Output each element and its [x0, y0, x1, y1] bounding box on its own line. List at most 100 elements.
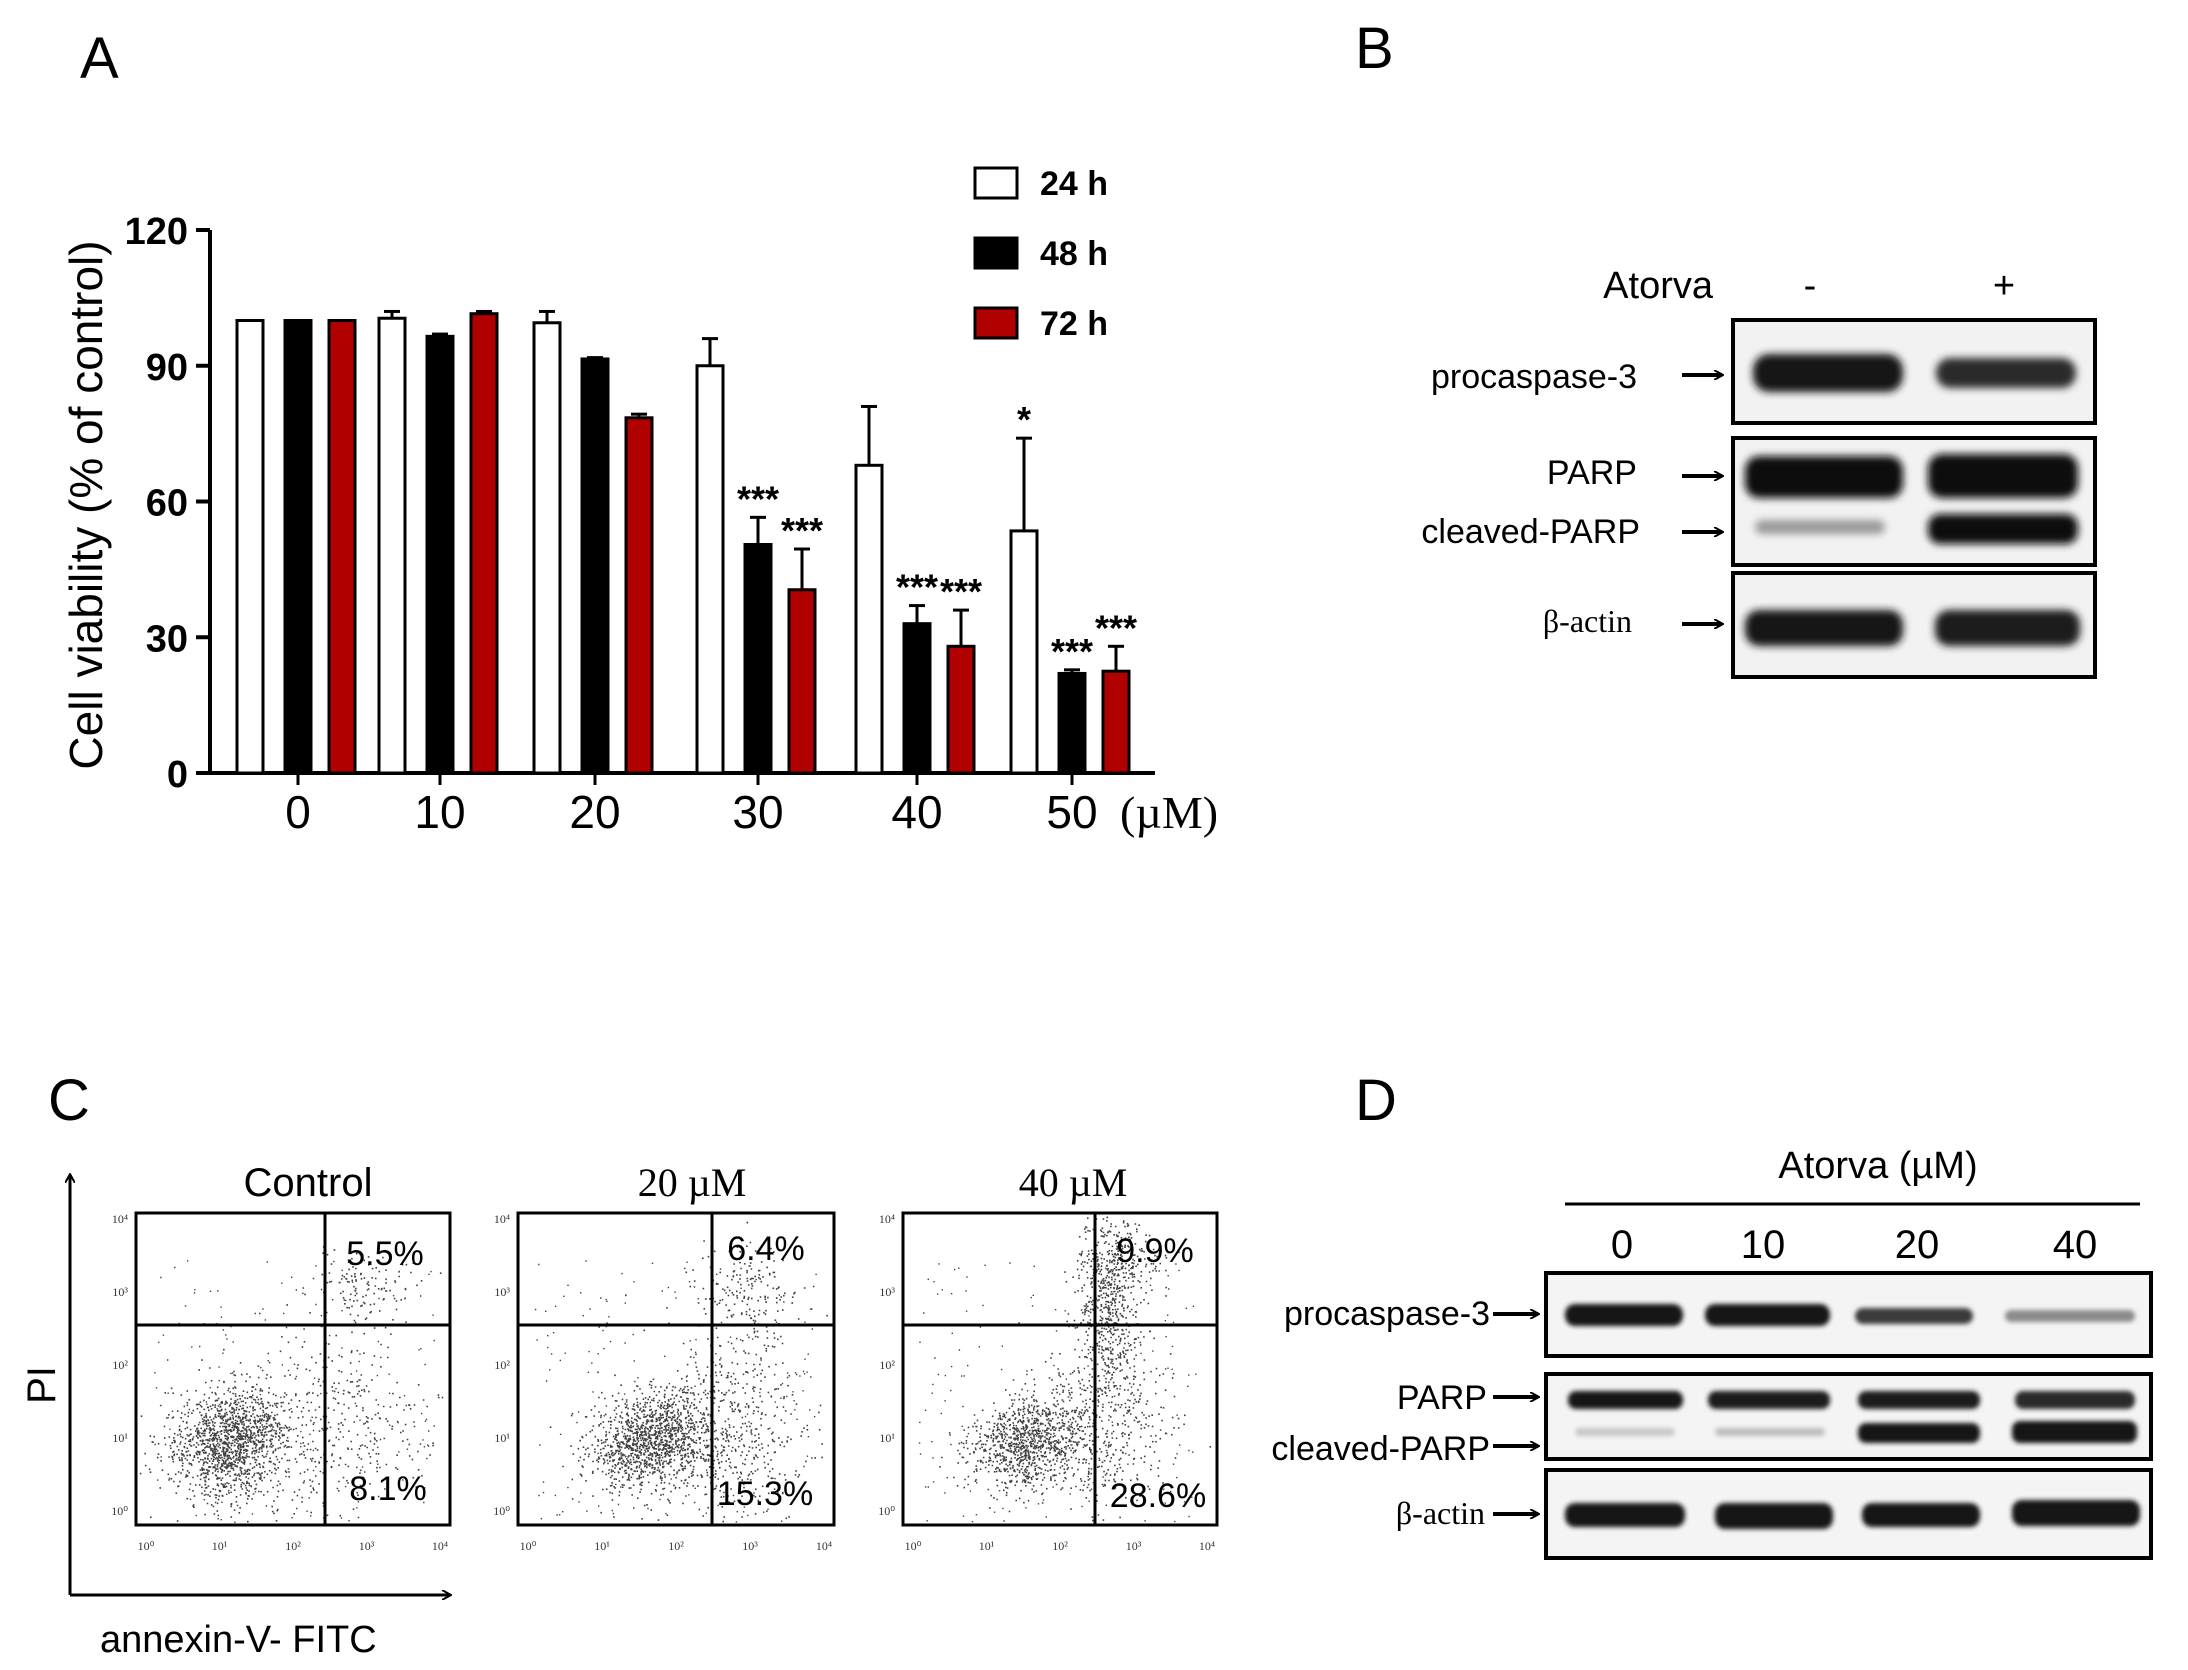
significance-marker: *** — [1095, 607, 1137, 648]
row-label-cleaved-parp: cleaved-PARP — [1271, 1430, 1490, 1468]
bar-72h — [327, 319, 357, 775]
lane-minus-label: - — [1804, 265, 1817, 307]
bar-48h — [283, 319, 313, 775]
bar-48h — [1057, 671, 1087, 775]
bar-48h — [580, 357, 610, 775]
x-tick-label: 10¹ — [212, 1539, 228, 1553]
band — [1715, 1428, 1825, 1436]
row-label-cleaved-parp: cleaved-PARP — [1421, 513, 1640, 551]
lower-right-percent: 8.1% — [349, 1470, 427, 1508]
bar-24h — [532, 321, 562, 775]
lane-20-label: 20 — [1895, 1223, 1940, 1267]
band — [1745, 610, 1903, 646]
x-tick-label: 10² — [285, 1539, 301, 1553]
lane-10-label: 10 — [1741, 1223, 1786, 1267]
plot-frame — [516, 1211, 836, 1527]
tick-labels: 10⁰ 10⁰ 10¹ 10¹ 10² 10² 10³ 10³ 10⁴ 10⁴ — [493, 1212, 832, 1553]
upper-right-percent: 5.5% — [346, 1235, 424, 1273]
x-tick-label: 10³ — [359, 1539, 375, 1553]
x-tick-label: 10⁴ — [432, 1539, 448, 1553]
x-tick-label: 10² — [668, 1539, 684, 1553]
band — [1705, 1304, 1830, 1326]
lane-plus-label: + — [1993, 265, 2015, 307]
y-tick-label: 10⁴ — [112, 1212, 128, 1226]
band — [1858, 1391, 1980, 1409]
y-tick-label: 10⁰ — [878, 1504, 895, 1518]
bar-72h — [624, 416, 654, 775]
y-tick-label: 10⁰ — [493, 1504, 510, 1518]
y-tick-label: 10¹ — [879, 1431, 895, 1445]
y-tick-label: 90 — [146, 347, 188, 389]
plot-title: Control — [244, 1161, 373, 1205]
lane-0-label: 0 — [1611, 1223, 1633, 1267]
significance-marker: *** — [940, 571, 982, 612]
significance-marker: *** — [1051, 631, 1093, 672]
y-axis-label: Cell viability (% of control) — [60, 240, 112, 769]
x-tick-label: 50 — [1046, 786, 1097, 838]
band — [1715, 1503, 1833, 1529]
lane-40-label: 40 — [2053, 1223, 2098, 1267]
lower-right-percent: 15.3% — [717, 1475, 813, 1513]
bars: ********* ********** — [235, 309, 1137, 775]
flow-plot-control: Control 5.5% 8.1% 10⁰10⁰10¹10¹10²10²10³1… — [111, 1161, 452, 1553]
x-tick-label: 10⁴ — [816, 1539, 832, 1553]
significance-marker: *** — [896, 567, 938, 608]
band — [1936, 358, 2076, 388]
panel-label-b: B — [1355, 16, 1394, 81]
legend-label: 72 h — [1040, 305, 1108, 343]
row-label-procaspase3: procaspase-3 — [1284, 1295, 1490, 1333]
viability-bar-chart: Cell viability (% of control) 0 30 60 90 120… — [60, 165, 1218, 838]
band — [1745, 456, 1903, 498]
x-tick-label: 40 — [891, 786, 942, 838]
x-tick-label: 10⁰ — [520, 1539, 537, 1553]
y-tick-label: 10² — [879, 1358, 895, 1372]
legend-swatch — [973, 306, 1019, 340]
axes: 0 30 60 90 120 0 10 20 30 40 50 — [125, 211, 1155, 838]
y-tick-label: 10³ — [879, 1285, 895, 1299]
flow-plot-40um: 40 µM 9.9% 28.6% 10⁰10⁰10¹10¹10²10²10³10… — [878, 1160, 1219, 1553]
x-tick-label: 10¹ — [979, 1539, 995, 1553]
bar-24h — [235, 319, 265, 775]
lower-right-percent: 28.6% — [1110, 1477, 1206, 1515]
y-tick-label: 10³ — [494, 1285, 510, 1299]
atorva-dose-header: Atorva (µM) — [1778, 1145, 1977, 1187]
x-tick-label: 10⁴ — [1199, 1539, 1215, 1553]
bar-24h — [377, 316, 407, 775]
band — [2005, 1310, 2135, 1322]
tick-labels: 10⁰ 10⁰ 10¹ 10¹ 10² 10² 10³ 10³ 10⁴ 10⁴ — [111, 1212, 448, 1553]
scatter-points — [534, 1221, 828, 1523]
bar-24h — [854, 463, 884, 775]
x-tick-label: 10⁰ — [138, 1539, 155, 1553]
flow-plot-20um: 20 µM 6.4% 15.3% 10⁰10⁰10¹10¹10²10²10³10… — [493, 1160, 836, 1553]
bar-72h — [946, 644, 976, 775]
y-tick-label: 120 — [125, 211, 188, 253]
y-tick-label: 10¹ — [112, 1431, 128, 1445]
band — [1565, 1304, 1683, 1326]
x-axis-unit: (µM) — [1120, 787, 1218, 838]
annexin-axis-label: annexin-V- FITC — [100, 1619, 377, 1661]
band — [1753, 354, 1903, 392]
pi-axis-label: PI — [20, 1366, 64, 1404]
panel-label-d: D — [1355, 1068, 1397, 1133]
scatter-dots — [139, 1246, 444, 1523]
y-tick-label: 60 — [146, 483, 188, 525]
band — [1708, 1391, 1830, 1409]
x-tick-label: 10³ — [742, 1539, 758, 1553]
bar-72h — [787, 588, 817, 775]
bar-72h — [1101, 669, 1131, 775]
bar-48h — [743, 542, 773, 775]
band — [1928, 454, 2078, 498]
scatter-dots — [534, 1221, 828, 1523]
band — [2012, 1421, 2137, 1443]
blot-strip-parp — [1544, 1372, 2153, 1461]
atorva-label: Atorva — [1603, 265, 1714, 307]
y-tick-label: 10⁰ — [111, 1504, 128, 1518]
band — [1928, 514, 2078, 544]
row-label-parp: PARP — [1397, 1379, 1487, 1417]
band — [1575, 1428, 1675, 1436]
x-tick-label: 10⁰ — [905, 1539, 922, 1553]
legend-label: 24 h — [1040, 165, 1108, 203]
legend: 24 h 48 h 72 h — [973, 165, 1108, 343]
